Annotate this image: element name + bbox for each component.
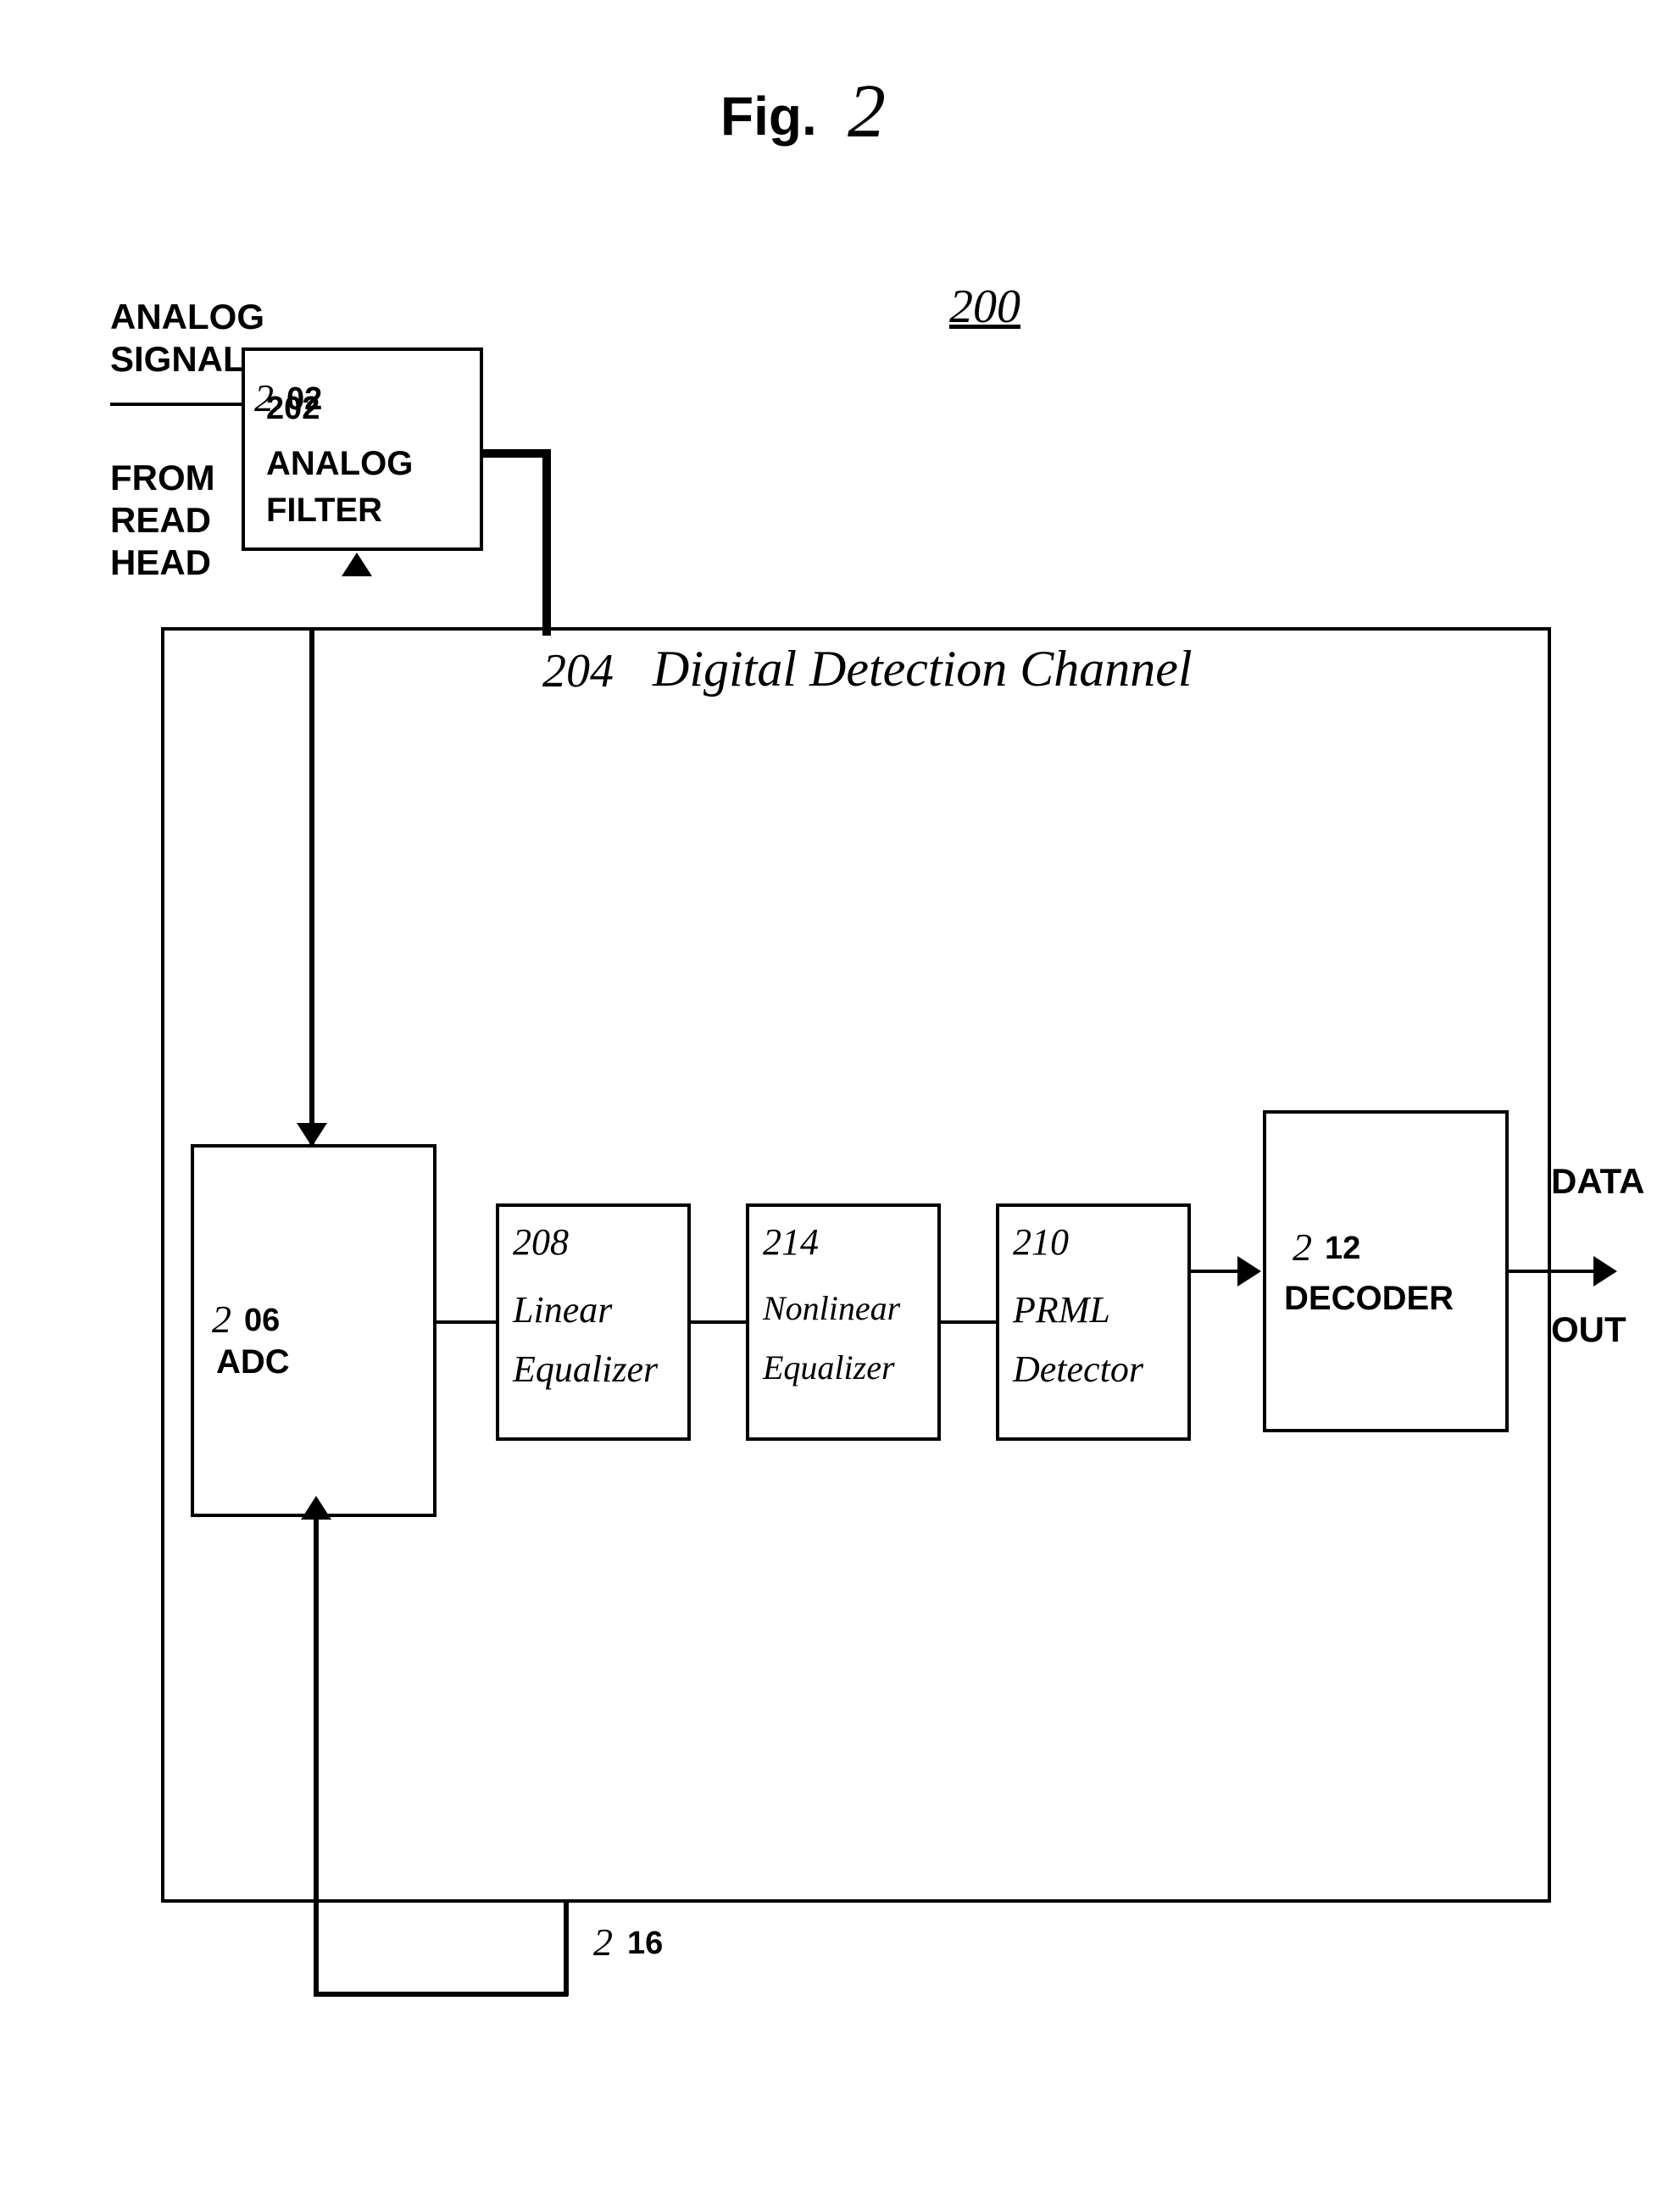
- prml-to-dec-arrow: [1237, 1256, 1261, 1287]
- analog-filter-ref-02: 02: [286, 381, 322, 418]
- feedback-h: [314, 1992, 568, 1997]
- prml-ref: 210: [1013, 1220, 1069, 1264]
- decoder-ref-12: 12: [1325, 1231, 1360, 1267]
- nleq-to-prml: [941, 1320, 996, 1324]
- analog-filter-ref-hw: 2: [254, 375, 274, 420]
- feedback-ref-hw: 2: [593, 1920, 613, 1965]
- into-adc-arrow: [297, 1123, 327, 1147]
- af-out-v: [542, 449, 551, 636]
- figure-title-number: 2: [848, 68, 886, 155]
- adc-ref-06: 06: [244, 1303, 280, 1339]
- input-tick-line: [110, 403, 246, 406]
- linear-eq-name1: Linear: [513, 1288, 612, 1331]
- digital-channel-label: Digital Detection Channel: [653, 640, 1193, 698]
- output-label-data: DATA: [1551, 1161, 1644, 1202]
- input-label-head: HEAD: [110, 542, 211, 583]
- feedback-ref-hook-v: [564, 1903, 567, 1945]
- input-label-signal: SIGNAL: [110, 339, 245, 380]
- dec-to-out: [1509, 1270, 1602, 1273]
- decoder-ref-hw: 2: [1293, 1225, 1312, 1270]
- nonlinear-eq-ref: 214: [763, 1220, 819, 1264]
- input-arrow: [342, 553, 372, 576]
- analog-filter-name1: ANALOG: [266, 445, 501, 483]
- analog-filter-name2: FILTER: [266, 492, 501, 530]
- af-out-h: [483, 449, 551, 458]
- feedback-arrow: [301, 1496, 331, 1520]
- decoder-block: [1263, 1110, 1509, 1432]
- input-label-from: FROM: [110, 458, 215, 498]
- figure-title-prefix: Fig.: [720, 85, 817, 147]
- linear-eq-name2: Equalizer: [513, 1348, 658, 1391]
- adc-name: ADC: [216, 1343, 290, 1381]
- linear-eq-ref: 208: [513, 1220, 569, 1264]
- adc-ref-hw: 2: [212, 1297, 231, 1342]
- digital-channel-ref: 204: [542, 644, 614, 698]
- nonlinear-eq-name2: Equalizer: [763, 1348, 895, 1387]
- prml-name2: Detector: [1013, 1348, 1143, 1391]
- output-label-out: OUT: [1551, 1309, 1626, 1350]
- input-label-read: READ: [110, 500, 211, 541]
- feedback-v1: [314, 1517, 319, 1992]
- into-adc-v: [309, 627, 314, 1144]
- decoder-name: DECODER: [1284, 1280, 1454, 1318]
- nonlinear-eq-name1: Nonlinear: [763, 1288, 900, 1328]
- input-label-analog: ANALOG: [110, 297, 264, 337]
- prml-to-dec: [1191, 1270, 1242, 1273]
- figure-reference: 200: [949, 280, 1020, 334]
- prml-name1: PRML: [1013, 1288, 1110, 1331]
- dec-to-out-arrow: [1593, 1256, 1617, 1287]
- analog-filter-block: 202 ANALOG FILTER: [242, 347, 483, 551]
- adc-to-lineq: [436, 1320, 496, 1324]
- feedback-ref-16: 16: [627, 1926, 663, 1962]
- lineq-to-nleq: [691, 1320, 746, 1324]
